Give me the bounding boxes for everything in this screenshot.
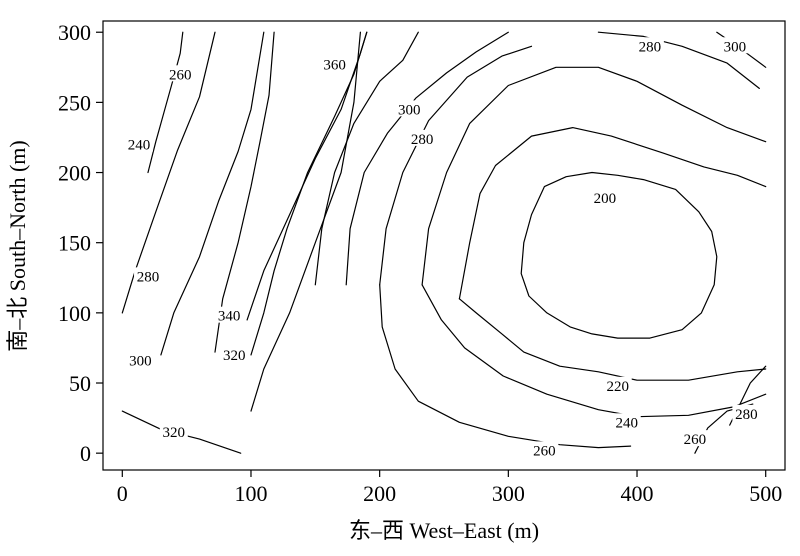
- contour-label-background: [215, 306, 244, 323]
- y-tick-label: 100: [58, 301, 91, 326]
- contour-label-280: 280: [735, 407, 758, 423]
- contour-line-260-5: [379, 45, 533, 286]
- x-tick-label: 200: [363, 481, 396, 506]
- contour-label-280: 280: [639, 39, 662, 55]
- contour-label-background: [159, 423, 188, 440]
- contour-label-background: [125, 135, 154, 152]
- contour-label-300: 300: [724, 39, 747, 55]
- contour-line-260-6: [379, 284, 632, 449]
- contour-line-220-2: [458, 298, 767, 381]
- contour-label-220: 220: [606, 379, 629, 395]
- x-tick-label: 0: [117, 481, 128, 506]
- contour-label-260: 260: [533, 443, 556, 459]
- contour-label-background: [166, 65, 195, 82]
- contour-label-background: [590, 188, 619, 205]
- contour-line-220-1: [458, 126, 767, 300]
- contour-line-360-20: [250, 31, 361, 412]
- x-axis-ticks: 0 100 200 300 400 500: [117, 470, 782, 506]
- contour-line-300-14: [314, 31, 419, 286]
- y-tick-label: 300: [58, 20, 91, 45]
- contour-label-background: [680, 430, 709, 447]
- y-tick-label: 0: [80, 441, 91, 466]
- contour-label-280: 280: [137, 269, 160, 285]
- plot-frame: [102, 20, 786, 471]
- contour-line-320-18: [250, 31, 368, 356]
- contour-label-240: 240: [128, 137, 151, 153]
- contour-line-280-10: [121, 31, 216, 314]
- contour-line-260-7: [147, 31, 184, 174]
- contour-label-background: [530, 441, 559, 458]
- y-tick-label: 250: [58, 90, 91, 115]
- contour-label-240: 240: [615, 415, 638, 431]
- contour-line-240-4: [421, 284, 767, 418]
- y-axis-label: 南–北 South–North (m): [5, 140, 30, 351]
- contour-label-background: [408, 129, 437, 146]
- contour-label-360: 360: [323, 57, 346, 73]
- y-axis-ticks: 0 50 100 150 200 250 300: [58, 20, 103, 466]
- contour-label-320: 320: [223, 348, 246, 364]
- contour-label-background: [720, 37, 749, 54]
- contour-lines: [121, 31, 767, 454]
- y-tick-label: 200: [58, 161, 91, 186]
- contour-label-background: [603, 376, 632, 393]
- y-tick-label: 50: [69, 371, 91, 396]
- contour-label-background: [612, 413, 641, 430]
- y-tick-label: 150: [58, 231, 91, 256]
- contour-label-background: [732, 404, 761, 421]
- contour-label-280: 280: [411, 132, 434, 148]
- contour-label-background: [220, 345, 249, 362]
- contour-line-340-19: [246, 31, 368, 321]
- contour-line-240-3: [421, 66, 767, 286]
- contour-line-280-11: [597, 31, 760, 90]
- contour-label-340: 340: [218, 309, 241, 325]
- contour-label-200: 200: [594, 191, 617, 207]
- contour-label-background: [320, 55, 349, 72]
- contour-label-260: 260: [684, 432, 707, 448]
- contour-label-300: 300: [129, 354, 152, 370]
- x-tick-label: 100: [234, 481, 267, 506]
- contour-line-280-9: [345, 31, 509, 286]
- contour-label-300: 300: [398, 102, 421, 118]
- x-tick-label: 400: [621, 481, 654, 506]
- x-tick-label: 300: [492, 481, 525, 506]
- contour-line-320-16: [214, 31, 275, 353]
- contour-label-background: [134, 267, 163, 284]
- contour-label-background: [126, 351, 155, 368]
- contour-line-200-0: [520, 171, 718, 339]
- contour-label-260: 260: [169, 67, 192, 83]
- contour-label-320: 320: [163, 425, 186, 441]
- contour-line-300-13: [160, 31, 265, 356]
- contour-label-background: [395, 100, 424, 117]
- contour-labels: 200 220 240 260 260 260 240 280 280 280 280 300 300 3…: [125, 37, 761, 459]
- contour-label-background: [635, 37, 664, 54]
- x-axis-label: 东–西 West–East (m): [349, 518, 539, 543]
- x-tick-label: 500: [749, 481, 782, 506]
